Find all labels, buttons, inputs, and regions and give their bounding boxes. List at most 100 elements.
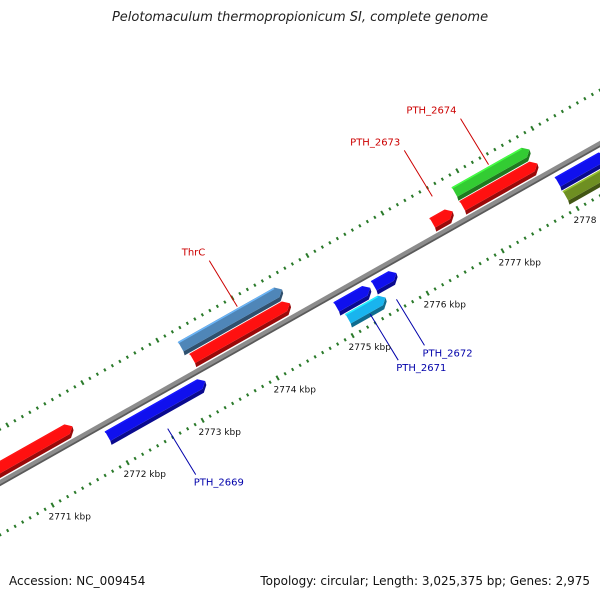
major-tick bbox=[455, 168, 460, 174]
gene-label-text: PTH_2671 bbox=[396, 363, 446, 374]
minor-tick bbox=[561, 215, 565, 219]
minor-tick bbox=[133, 456, 137, 461]
minor-tick bbox=[13, 418, 17, 423]
minor-tick bbox=[163, 439, 167, 444]
minor-tick bbox=[88, 482, 92, 486]
minor-tick bbox=[493, 253, 497, 257]
minor-tick bbox=[358, 224, 362, 228]
gene-face bbox=[178, 287, 282, 352]
minor-tick bbox=[471, 266, 475, 270]
tick-marks bbox=[0, 88, 600, 537]
gene-steel-1[interactable] bbox=[177, 287, 284, 356]
gene-red-3[interactable] bbox=[429, 209, 454, 232]
minor-tick bbox=[140, 346, 144, 351]
minor-tick bbox=[336, 342, 340, 346]
minor-tick bbox=[208, 414, 212, 418]
gene-side bbox=[183, 289, 284, 356]
genome-backbone bbox=[0, 140, 600, 487]
gene-highlight bbox=[429, 209, 446, 220]
minor-tick bbox=[95, 372, 99, 376]
minor-tick bbox=[478, 261, 482, 266]
minor-tick bbox=[268, 274, 272, 279]
gene-blue-6[interactable] bbox=[104, 379, 207, 445]
minor-tick bbox=[261, 384, 265, 389]
gene-red-5[interactable] bbox=[459, 161, 539, 215]
gene-highlight bbox=[104, 379, 198, 433]
minor-tick bbox=[65, 389, 69, 393]
major-tick bbox=[575, 205, 580, 212]
minor-tick bbox=[268, 380, 272, 385]
gene-label-text: PTH_2674 bbox=[406, 106, 456, 117]
minor-tick bbox=[21, 520, 25, 524]
minor-tick bbox=[410, 194, 414, 198]
minor-tick bbox=[463, 164, 467, 169]
leader-line bbox=[396, 299, 425, 346]
leader-line bbox=[369, 313, 399, 361]
gene-highlight bbox=[554, 152, 599, 179]
minor-tick bbox=[96, 477, 100, 482]
kbp-label: 2774 kbp bbox=[274, 385, 317, 395]
minor-tick bbox=[298, 363, 302, 368]
minor-tick bbox=[208, 308, 212, 313]
gene-highlight bbox=[459, 161, 530, 203]
minor-tick bbox=[148, 342, 152, 347]
minor-tick bbox=[156, 443, 160, 448]
gene-face bbox=[0, 424, 73, 474]
minor-tick bbox=[381, 316, 385, 321]
major-tick bbox=[125, 460, 130, 466]
gene-side bbox=[560, 164, 600, 191]
minor-tick bbox=[223, 300, 227, 304]
major-tick bbox=[380, 210, 385, 216]
gene-face bbox=[104, 379, 206, 441]
minor-tick bbox=[178, 431, 182, 435]
minor-tick bbox=[73, 385, 77, 389]
gene-red-0[interactable] bbox=[0, 424, 74, 479]
minor-tick bbox=[103, 368, 107, 372]
major-tick bbox=[5, 422, 10, 428]
gene-olive-11[interactable] bbox=[562, 166, 600, 205]
gene-highlight bbox=[333, 286, 363, 304]
kbp-label: 2772 kbp bbox=[124, 470, 167, 480]
gene-face bbox=[345, 295, 386, 324]
gene-red-2[interactable] bbox=[189, 301, 292, 368]
gene-blue-10[interactable] bbox=[554, 152, 600, 191]
minor-tick bbox=[591, 198, 595, 202]
accession-text: Accession: NC_009454 bbox=[9, 574, 146, 588]
minor-tick bbox=[298, 257, 302, 262]
minor-tick bbox=[20, 414, 24, 419]
backbone-line bbox=[0, 140, 600, 485]
gene-highlight bbox=[370, 271, 389, 283]
minor-tick bbox=[470, 160, 474, 165]
gene-side bbox=[195, 303, 292, 368]
major-tick bbox=[350, 332, 355, 339]
minor-tick bbox=[365, 219, 369, 224]
gene-label-pth_2671: PTH_2671 bbox=[369, 313, 446, 374]
minor-tick bbox=[343, 338, 347, 342]
gene-highlight bbox=[451, 148, 522, 189]
minor-tick bbox=[553, 219, 557, 223]
minor-tick bbox=[283, 266, 287, 271]
kbp-label: 2771 kbp bbox=[49, 513, 92, 523]
gene-cyan-8[interactable] bbox=[344, 295, 387, 328]
minor-tick bbox=[50, 397, 54, 402]
gene-side bbox=[465, 163, 539, 215]
leader-line bbox=[403, 150, 433, 197]
minor-tick bbox=[523, 130, 527, 135]
minor-tick bbox=[418, 190, 422, 194]
gene-highlight bbox=[562, 170, 600, 193]
minor-tick bbox=[560, 109, 564, 114]
gene-blue-7[interactable] bbox=[333, 285, 372, 316]
minor-tick bbox=[253, 283, 257, 287]
gene-green-4[interactable] bbox=[451, 147, 531, 201]
minor-tick bbox=[81, 486, 85, 490]
minor-tick bbox=[568, 210, 572, 215]
minor-tick bbox=[58, 499, 62, 503]
minor-tick bbox=[403, 304, 407, 308]
minor-tick bbox=[118, 465, 122, 469]
minor-tick bbox=[133, 351, 137, 355]
leader-line bbox=[208, 260, 238, 307]
major-tick bbox=[305, 252, 310, 259]
minor-tick bbox=[538, 122, 542, 126]
gene-blue-9[interactable] bbox=[370, 271, 398, 295]
minor-tick bbox=[200, 313, 204, 317]
